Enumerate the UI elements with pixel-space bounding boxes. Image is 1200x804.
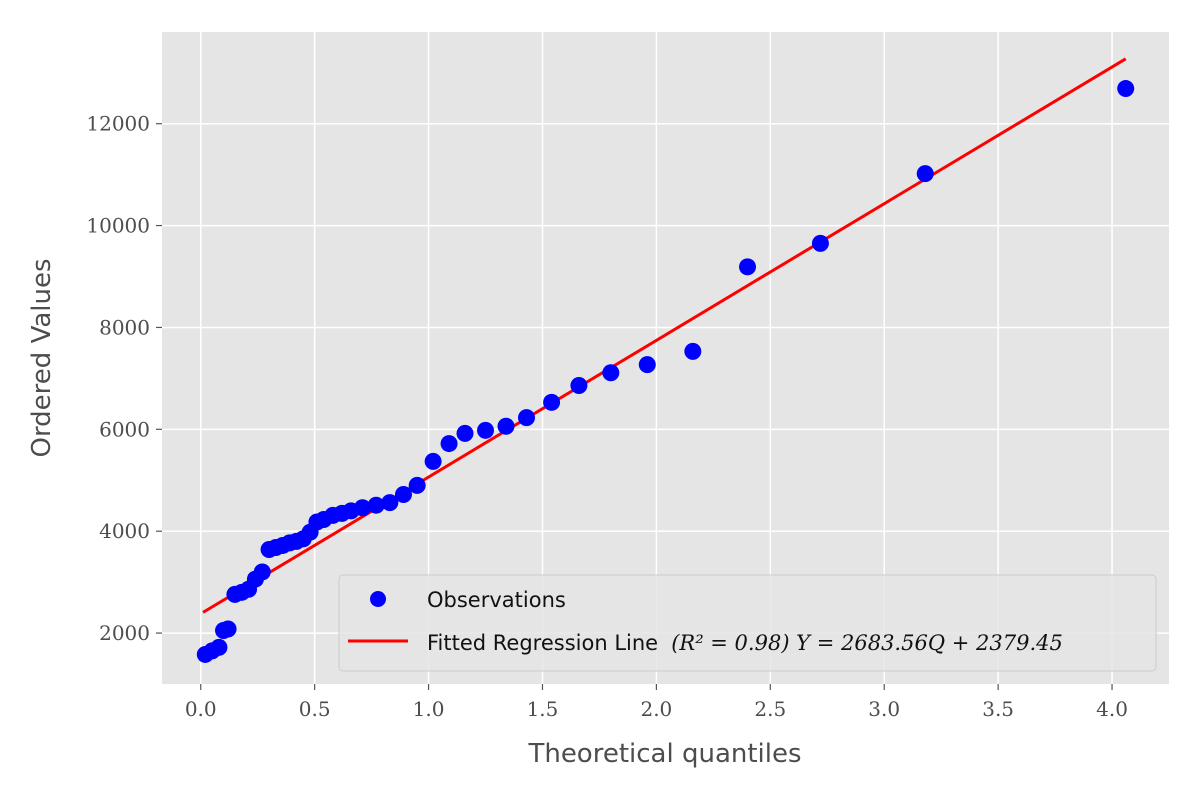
observation-point: [424, 452, 442, 470]
observation-points: [196, 80, 1135, 663]
observation-point: [408, 476, 426, 494]
x-tick-label: 0.5: [299, 697, 331, 721]
legend-box: [338, 574, 1157, 672]
legend: Observations Fitted Regression Line (R² …: [338, 574, 1157, 672]
observation-point: [916, 165, 934, 183]
observation-point: [497, 417, 515, 435]
x-tick-label: 2.0: [640, 697, 672, 721]
legend-observations-marker: [370, 591, 386, 607]
x-tick-label: 1.5: [527, 697, 559, 721]
observation-point: [543, 393, 561, 411]
y-tick-label: 10000: [86, 214, 150, 238]
legend-observations-label: Observations: [427, 588, 566, 612]
x-axis-ticks: 0.0 0.5 1.0 1.5 2.0 2.5 3.0 3.5 4.0: [185, 684, 1128, 721]
observation-point: [684, 342, 702, 360]
x-tick-label: 3.5: [982, 697, 1014, 721]
observation-point: [638, 356, 656, 374]
y-axis-ticks: 2000 4000 6000 8000 10000 12000: [86, 112, 162, 645]
x-tick-label: 1.0: [413, 697, 445, 721]
observation-point: [1117, 80, 1135, 98]
y-axis-label: Ordered Values: [27, 258, 57, 457]
y-tick-label: 8000: [99, 315, 150, 339]
observation-point: [219, 620, 237, 638]
observation-point: [353, 499, 371, 517]
observation-point: [367, 496, 385, 514]
observation-point: [394, 486, 412, 504]
y-tick-label: 2000: [99, 621, 150, 645]
observation-point: [440, 435, 458, 453]
y-tick-label: 6000: [99, 417, 150, 441]
observation-point: [739, 258, 757, 276]
regression-line-group: [202, 57, 1127, 614]
observation-point: [602, 364, 620, 382]
observation-point: [456, 424, 474, 442]
y-tick-label: 4000: [99, 519, 150, 543]
observation-point: [381, 494, 399, 512]
x-tick-label: 0.0: [185, 697, 217, 721]
observation-point: [253, 563, 271, 581]
observation-point: [210, 638, 228, 656]
legend-regression-label: Fitted Regression Line (R² = 0.98) Y = 2…: [427, 631, 1063, 655]
observation-point: [518, 409, 536, 427]
legend-regression-name: Fitted Regression Line: [427, 631, 658, 655]
legend-regression-equation: (R² = 0.98) Y = 2683.56Q + 2379.45: [671, 631, 1063, 655]
observation-point: [477, 421, 495, 439]
observation-point: [570, 377, 588, 395]
x-tick-label: 2.5: [754, 697, 786, 721]
observation-point: [811, 234, 829, 252]
x-tick-label: 3.0: [868, 697, 900, 721]
x-tick-label: 4.0: [1096, 697, 1128, 721]
y-tick-label: 12000: [86, 112, 150, 136]
x-axis-label: Theoretical quantiles: [527, 739, 801, 769]
regression-line: [202, 57, 1127, 614]
